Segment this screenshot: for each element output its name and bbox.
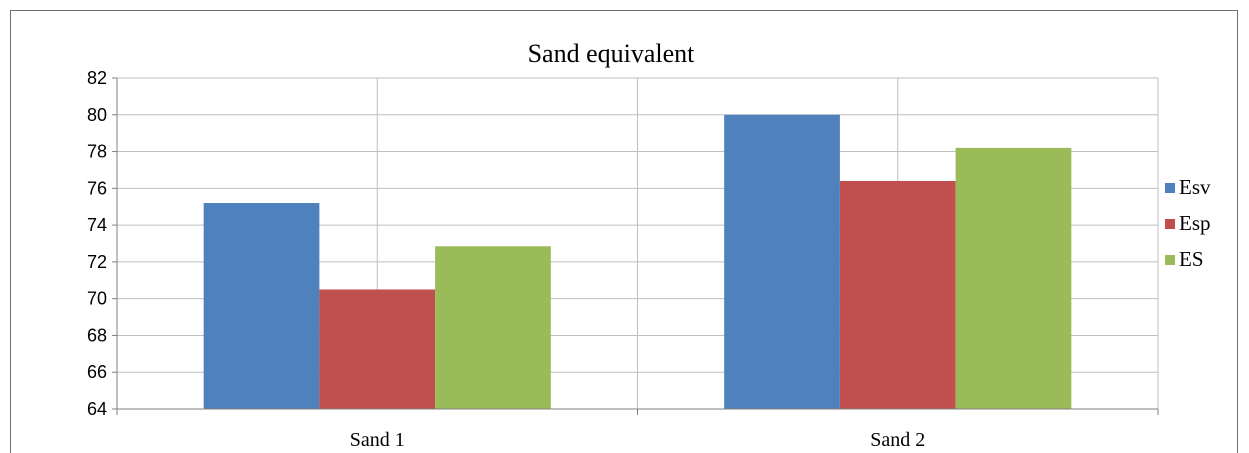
legend-label-es: ES bbox=[1179, 247, 1204, 271]
chart-title: Sand equivalent bbox=[528, 39, 696, 68]
legend-label-esv: Esv bbox=[1179, 175, 1211, 199]
bar-esv-2 bbox=[724, 114, 840, 410]
y-tick-label: 76 bbox=[87, 178, 107, 198]
axes bbox=[112, 77, 1159, 415]
y-tick-label: 74 bbox=[87, 215, 107, 235]
bar-esv-1 bbox=[203, 203, 320, 409]
bar-es-2 bbox=[955, 147, 1072, 409]
y-tick-label: 78 bbox=[87, 142, 107, 162]
x-category-label: Sand 2 bbox=[870, 429, 925, 451]
bar-esp-2 bbox=[839, 180, 956, 409]
bars bbox=[203, 114, 1072, 410]
legend-swatch-esp bbox=[1165, 219, 1175, 229]
legend: Esv Esp ES bbox=[1165, 175, 1211, 271]
y-tick-label: 82 bbox=[87, 68, 107, 88]
legend-swatch-esv bbox=[1165, 183, 1175, 193]
bar-esp-1 bbox=[319, 289, 436, 409]
y-tick-label: 80 bbox=[87, 105, 107, 125]
bar-es-1 bbox=[435, 246, 551, 409]
y-axis-ticks: 64 66 68 70 72 74 76 78 80 82 bbox=[87, 68, 107, 419]
y-tick-label: 68 bbox=[87, 325, 107, 345]
y-tick-label: 70 bbox=[87, 289, 107, 309]
legend-swatch-es bbox=[1165, 255, 1175, 265]
y-tick-label: 66 bbox=[87, 362, 107, 382]
x-axis-categories: Sand 1 Sand 2 bbox=[350, 429, 926, 451]
x-category-label: Sand 1 bbox=[350, 429, 405, 451]
y-tick-label: 72 bbox=[87, 252, 107, 272]
legend-label-esp: Esp bbox=[1179, 211, 1211, 235]
y-tick-label: 64 bbox=[87, 399, 107, 419]
